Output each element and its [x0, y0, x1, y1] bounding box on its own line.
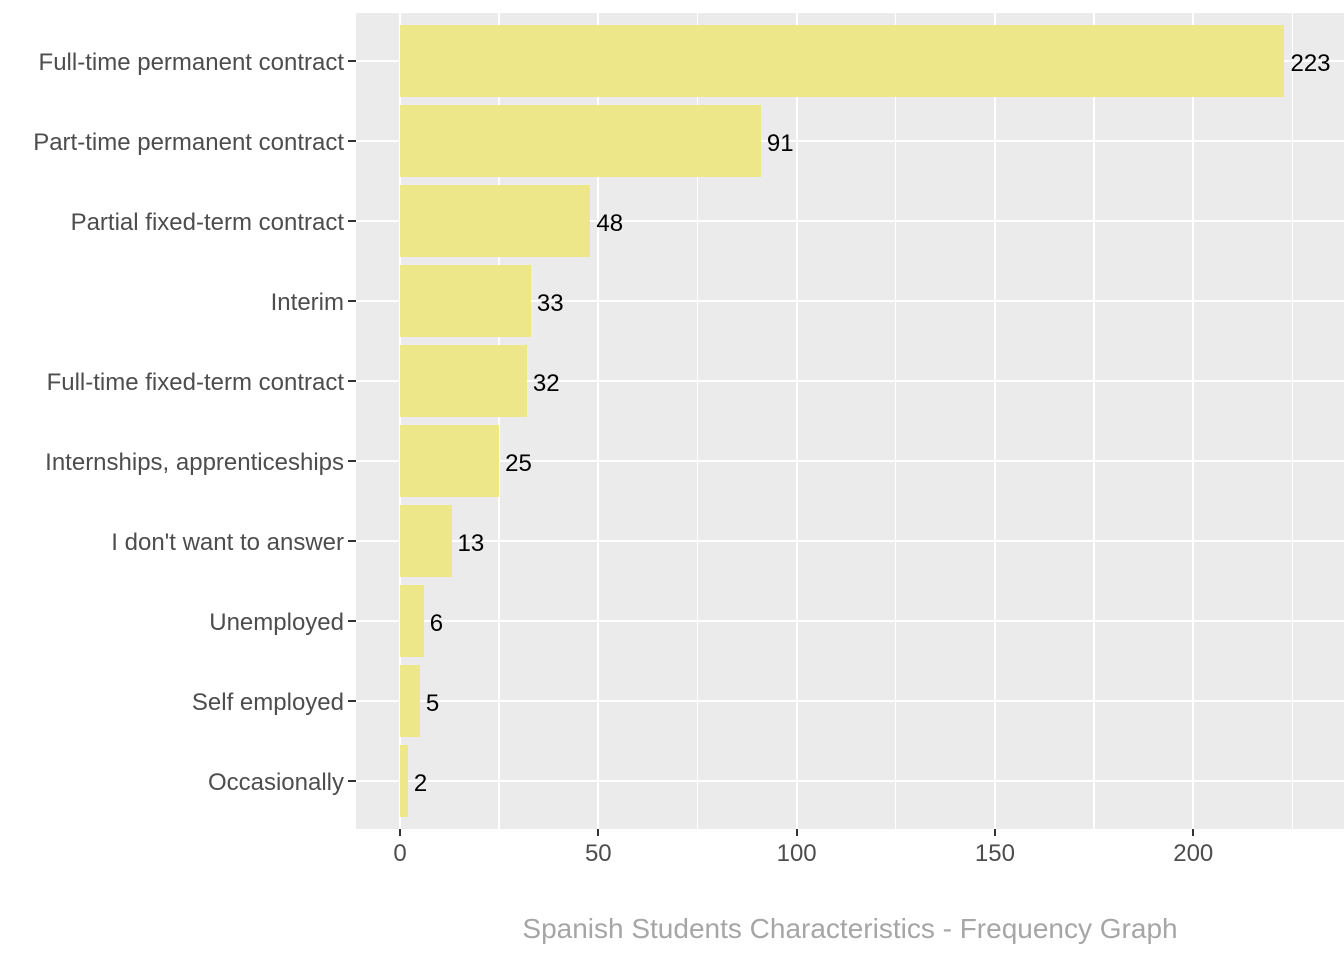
gridline-horizontal-major [356, 300, 1344, 302]
bar-value-label: 5 [425, 690, 440, 717]
bar-full-time-fixed-term-contract [400, 345, 527, 417]
bar-value-label: 33 [536, 290, 564, 317]
bar-internships-apprenticeships [400, 425, 500, 497]
gridline-horizontal-major [356, 540, 1344, 542]
x-axis-tick-label: 50 [584, 840, 612, 867]
bar-self-employed [400, 665, 420, 737]
x-axis-tick-label: 0 [393, 840, 407, 867]
y-axis-tick [348, 380, 356, 382]
gridline-horizontal-major [356, 380, 1344, 382]
y-axis-tick [348, 140, 356, 142]
gridline-horizontal-major [356, 700, 1344, 702]
bar-value-label: 13 [457, 530, 485, 557]
y-axis-label: Full-time fixed-term contract [46, 369, 344, 396]
gridline-vertical-major [993, 13, 996, 829]
bar-part-time-permanent-contract [400, 105, 761, 177]
y-axis-label: Full-time permanent contract [38, 49, 344, 76]
gridline-vertical-minor [498, 13, 500, 829]
y-axis-label: Part-time permanent contract [33, 129, 344, 156]
y-axis-tick [348, 300, 356, 302]
x-axis-tick [1192, 829, 1195, 836]
gridline-vertical-minor [1291, 13, 1294, 829]
bar-interim [400, 265, 531, 337]
x-axis-tick [993, 829, 996, 836]
y-axis-tick [348, 620, 356, 622]
bar-value-label: 223 [1290, 50, 1331, 77]
bar-occasionally [400, 745, 408, 817]
bar-value-label: 6 [429, 610, 444, 637]
gridline-vertical-major [597, 13, 600, 829]
y-axis-tick [348, 540, 356, 542]
bar-value-label: 32 [532, 370, 560, 397]
y-axis-label: Unemployed [209, 609, 344, 636]
x-axis-tick [795, 829, 798, 836]
gridline-vertical-minor [895, 13, 897, 829]
y-axis-tick [348, 60, 356, 62]
gridline-horizontal-major [356, 220, 1344, 222]
gridline-horizontal-major [356, 460, 1344, 462]
bar-value-label: 48 [596, 210, 624, 237]
plot-panel: 223 91 48 33 32 25 13 6 5 2 [356, 13, 1344, 829]
gridline-horizontal-major [356, 780, 1344, 782]
bar-partial-fixed-term-contract [400, 185, 591, 257]
y-axis-tick [348, 220, 356, 222]
y-axis-tick [348, 700, 356, 702]
gridline-vertical-minor [1093, 13, 1095, 829]
bar-unemployed [400, 585, 424, 657]
y-axis-label: Internships, apprenticeships [45, 449, 344, 476]
y-axis-label: Partial fixed-term contract [70, 209, 344, 236]
x-axis-tick-label: 100 [776, 840, 817, 867]
y-axis-tick [348, 460, 356, 462]
gridline-horizontal-major [356, 140, 1344, 142]
y-axis-tick [348, 780, 356, 782]
x-axis-tick [399, 829, 401, 836]
y-axis-label: Occasionally [207, 769, 344, 796]
y-axis-label: Interim [270, 289, 344, 316]
y-axis-label: I don't want to answer [111, 529, 344, 556]
gridline-vertical-major [795, 13, 798, 829]
x-axis-tick [597, 829, 600, 836]
x-axis-title: Spanish Students Characteristics - Frequ… [522, 913, 1178, 944]
bar-full-time-permanent-contract [400, 25, 1285, 97]
gridline-vertical-major [399, 13, 401, 829]
x-axis-tick-label: 200 [1173, 840, 1214, 867]
bar-value-label: 2 [413, 770, 428, 797]
bar-value-label: 91 [766, 130, 794, 157]
x-axis-tick-label: 150 [974, 840, 1015, 867]
y-axis-label: Self employed [191, 689, 344, 716]
bar-i-don-t-want-to-answer [400, 505, 452, 577]
bar-value-label: 25 [505, 450, 532, 477]
gridline-vertical-minor [696, 13, 699, 829]
gridline-vertical-major [1192, 13, 1195, 829]
gridline-horizontal-major [356, 620, 1344, 622]
